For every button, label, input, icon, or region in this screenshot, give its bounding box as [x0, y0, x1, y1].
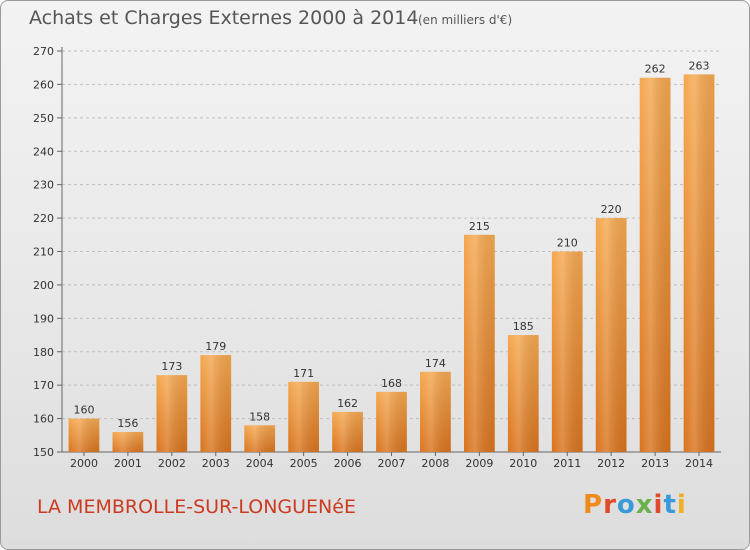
y-tick-label: 160 — [33, 413, 54, 426]
data-label: 174 — [425, 357, 446, 370]
data-label: 158 — [249, 410, 270, 423]
data-label: 168 — [381, 377, 402, 390]
y-tick-label: 170 — [33, 379, 54, 392]
x-tick-label: 2006 — [334, 457, 362, 470]
y-tick-label: 190 — [33, 312, 54, 325]
y-tick-label: 270 — [33, 45, 54, 58]
logo-letter: x — [635, 490, 654, 520]
bar-shine-2001 — [112, 431, 144, 452]
y-tick-label: 240 — [33, 145, 54, 158]
data-label: 162 — [337, 397, 358, 410]
data-label: 173 — [161, 360, 182, 373]
data-label: 160 — [73, 404, 94, 417]
x-tick-label: 2002 — [158, 457, 186, 470]
bar-shine-2004 — [244, 425, 276, 452]
data-label: 263 — [689, 59, 710, 72]
bar-shine-2006 — [332, 411, 363, 452]
y-tick-label: 250 — [33, 112, 54, 125]
x-tick-label: 2010 — [509, 457, 537, 470]
x-tick-label: 2004 — [246, 457, 274, 470]
bar-shine-2013 — [639, 77, 671, 452]
logo-letter: i — [676, 490, 687, 520]
x-tick-label: 2013 — [641, 457, 669, 470]
bar-shine-2009 — [463, 234, 495, 452]
data-label: 179 — [205, 340, 226, 353]
bar-shine-2002 — [156, 375, 188, 452]
x-tick-label: 2012 — [597, 457, 625, 470]
bar-shine-2007 — [376, 391, 407, 452]
x-tick-label: 2009 — [465, 457, 493, 470]
x-tick-label: 2014 — [685, 457, 713, 470]
y-tick-label: 210 — [33, 246, 54, 259]
logo-letter: o — [616, 490, 636, 520]
data-label: 262 — [645, 63, 666, 76]
x-tick-label: 2001 — [114, 457, 142, 470]
x-tick-label: 2007 — [378, 457, 406, 470]
y-tick-label: 220 — [33, 212, 54, 225]
logo-letter: i — [653, 490, 664, 520]
axes: 150 160 170 180 190 200 210 220 230 240 250 260 270 2… — [33, 45, 721, 470]
y-tick-label: 150 — [33, 446, 54, 459]
bar-shine-2003 — [200, 355, 232, 452]
x-tick-label: 2003 — [202, 457, 230, 470]
data-label: 185 — [513, 320, 534, 333]
y-tick-label: 260 — [33, 78, 54, 91]
proxiti-logo[interactable]: Proxiti — [583, 490, 687, 520]
commune-name: LA MEMBROLLE-SUR-LONGUENéE — [37, 496, 356, 518]
logo-letter: t — [663, 490, 677, 520]
bar-shine-2014 — [683, 74, 715, 453]
chart-subtitle: (en milliers d'€) — [418, 13, 513, 27]
x-tick-label: 2008 — [421, 457, 449, 470]
bar-shine-2012 — [595, 218, 627, 452]
logo-letter: r — [603, 490, 617, 520]
y-tick-label: 180 — [33, 346, 54, 359]
bar-shine-2008 — [420, 371, 451, 452]
data-label: 171 — [293, 367, 314, 380]
data-label: 215 — [469, 220, 490, 233]
chart-title: Achats et Charges Externes 2000 à 2014 — [29, 7, 419, 29]
bars — [68, 74, 715, 453]
logo-letter: P — [583, 490, 604, 520]
x-tick-label: 2011 — [553, 457, 581, 470]
bar-shine-2011 — [551, 251, 583, 452]
bar-shine-2005 — [288, 381, 320, 452]
bar-shine-2010 — [507, 335, 539, 452]
data-label: 156 — [117, 417, 138, 430]
bar-shine-2000 — [68, 418, 100, 452]
y-tick-label: 200 — [33, 279, 54, 292]
x-tick-label: 2000 — [70, 457, 98, 470]
x-tick-label: 2005 — [290, 457, 318, 470]
data-label: 220 — [601, 203, 622, 216]
data-labels: 160 156 173 179 158 171 162 168 174 215 185 210 220 2… — [73, 59, 709, 430]
data-label: 210 — [557, 237, 578, 250]
y-tick-label: 230 — [33, 179, 54, 192]
